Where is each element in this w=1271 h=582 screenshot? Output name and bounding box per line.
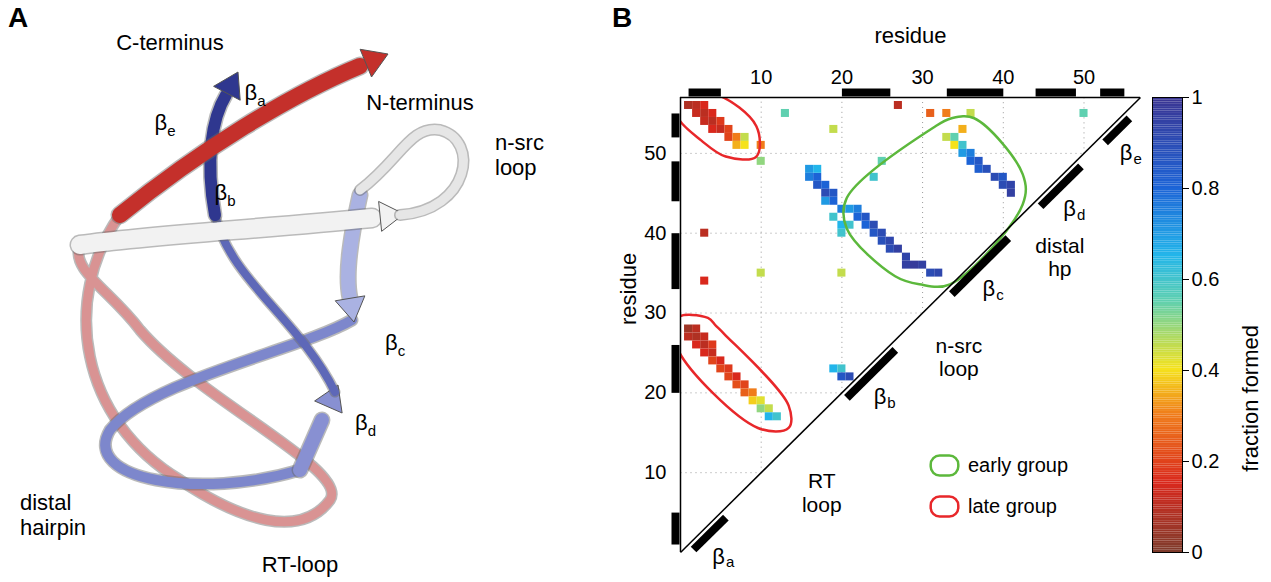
svg-text:RT-loop: RT-loop <box>262 552 339 577</box>
svg-text:d: d <box>1077 206 1085 223</box>
svg-text:βa: βa <box>245 80 267 109</box>
svg-text:β: β <box>1063 196 1076 221</box>
svg-text:0.6: 0.6 <box>1192 268 1220 290</box>
svg-text:early group: early group <box>968 454 1068 476</box>
svg-text:late group: late group <box>968 495 1057 517</box>
svg-text:RTloop: RTloop <box>802 469 842 515</box>
svg-text:βc: βc <box>385 330 406 359</box>
svg-text:0.4: 0.4 <box>1192 359 1220 381</box>
svg-text:1: 1 <box>1192 86 1203 108</box>
svg-text:10: 10 <box>644 461 666 483</box>
svg-text:c: c <box>996 286 1004 303</box>
svg-text:βe: βe <box>155 110 176 139</box>
html-text:A: A <box>8 2 29 33</box>
svg-text:30: 30 <box>644 301 666 323</box>
svg-text:distalhp: distalhp <box>1035 234 1084 280</box>
svg-text:20: 20 <box>831 66 853 88</box>
svg-text:β: β <box>712 544 725 569</box>
svg-text:0.2: 0.2 <box>1192 450 1220 472</box>
svg-text:β: β <box>983 276 996 301</box>
svg-text:fraction formed: fraction formed <box>1238 325 1263 472</box>
svg-text:βd: βd <box>355 410 376 439</box>
svg-text:n-srcloop: n-srcloop <box>936 334 983 380</box>
html-text:B: B <box>612 2 633 33</box>
svg-text:C-terminus: C-terminus <box>116 30 224 55</box>
svg-text:a: a <box>726 553 735 570</box>
svg-text:β: β <box>1120 140 1133 165</box>
svg-text:n-srcloop: n-srcloop <box>495 130 544 180</box>
svg-text:βb: βb <box>215 180 236 209</box>
svg-text:0: 0 <box>1192 541 1203 563</box>
svg-text:N-terminus: N-terminus <box>366 90 474 115</box>
svg-text:10: 10 <box>750 66 772 88</box>
svg-text:40: 40 <box>644 222 666 244</box>
svg-text:30: 30 <box>911 66 933 88</box>
svg-text:0.8: 0.8 <box>1192 177 1220 199</box>
svg-text:20: 20 <box>644 381 666 403</box>
svg-text:β: β <box>874 384 887 409</box>
svg-text:50: 50 <box>644 142 666 164</box>
svg-text:b: b <box>887 394 895 411</box>
svg-text:50: 50 <box>1073 66 1095 88</box>
svg-text:residue: residue <box>874 23 946 48</box>
svg-text:distalhairpin: distalhairpin <box>20 490 86 540</box>
svg-text:e: e <box>1133 150 1141 167</box>
svg-text:40: 40 <box>992 66 1014 88</box>
svg-text:residue: residue <box>616 253 641 325</box>
